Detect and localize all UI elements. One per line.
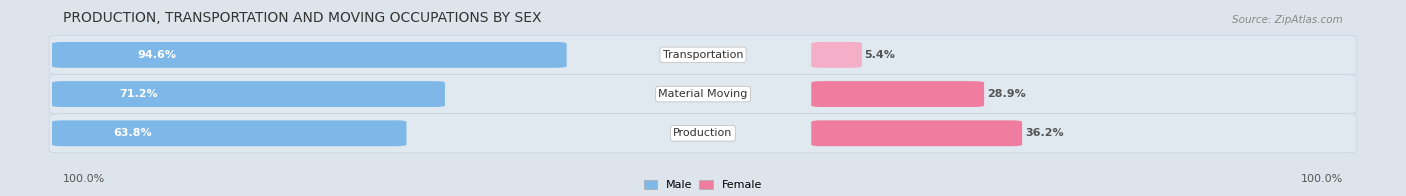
Text: 5.4%: 5.4% <box>865 50 896 60</box>
Text: Transportation: Transportation <box>662 50 744 60</box>
Text: Source: ZipAtlas.com: Source: ZipAtlas.com <box>1232 15 1343 25</box>
FancyBboxPatch shape <box>52 42 567 68</box>
FancyBboxPatch shape <box>811 81 984 107</box>
Text: 100.0%: 100.0% <box>63 174 105 184</box>
FancyBboxPatch shape <box>811 42 862 68</box>
FancyBboxPatch shape <box>49 74 1357 114</box>
FancyBboxPatch shape <box>52 120 406 146</box>
Text: 100.0%: 100.0% <box>1301 174 1343 184</box>
FancyBboxPatch shape <box>49 35 1357 74</box>
Text: 94.6%: 94.6% <box>138 50 176 60</box>
Text: 71.2%: 71.2% <box>120 89 157 99</box>
Text: Production: Production <box>673 128 733 138</box>
Text: Material Moving: Material Moving <box>658 89 748 99</box>
FancyBboxPatch shape <box>52 81 444 107</box>
Text: PRODUCTION, TRANSPORTATION AND MOVING OCCUPATIONS BY SEX: PRODUCTION, TRANSPORTATION AND MOVING OC… <box>63 12 541 25</box>
Text: 63.8%: 63.8% <box>112 128 152 138</box>
Text: 36.2%: 36.2% <box>1025 128 1063 138</box>
Text: 28.9%: 28.9% <box>987 89 1025 99</box>
FancyBboxPatch shape <box>811 120 1022 146</box>
Legend: Male, Female: Male, Female <box>644 180 762 191</box>
FancyBboxPatch shape <box>49 114 1357 153</box>
